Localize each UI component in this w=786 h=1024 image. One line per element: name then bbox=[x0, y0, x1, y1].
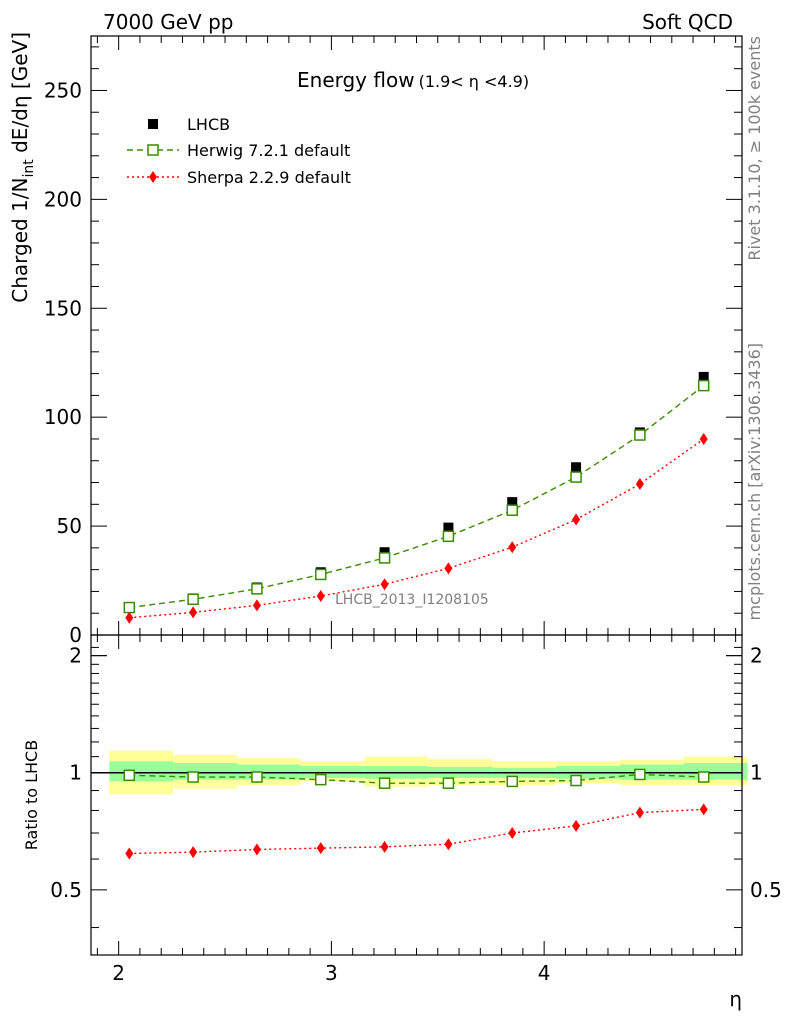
main-lhcb-point bbox=[443, 522, 454, 533]
main-lhcb-point bbox=[698, 371, 709, 382]
ratio-panel-axes: 2 3 4 0.5 0.5 1 1 2 2 bbox=[50, 634, 782, 985]
ratio-y-axis-title: Ratio to LHCB bbox=[22, 740, 41, 850]
ratio-herwig-point bbox=[570, 774, 582, 787]
y-tick-label: 50 bbox=[57, 514, 82, 538]
ratio-sherpa-point bbox=[635, 806, 644, 819]
y-tick-label: 150 bbox=[44, 296, 82, 320]
ratio-herwig-point bbox=[442, 777, 455, 789]
ratio-herwig-point bbox=[378, 777, 391, 789]
x-axis-title: η bbox=[729, 987, 742, 1011]
main-lhcb-point bbox=[571, 462, 582, 473]
ratio-sherpa-point bbox=[699, 803, 708, 816]
ratio-sherpa-line bbox=[129, 808, 704, 855]
main-herwig-point bbox=[378, 552, 391, 564]
ratio-sherpa-point bbox=[316, 842, 325, 855]
main-sherpa-point bbox=[508, 541, 517, 554]
y-tick-label: 0 bbox=[69, 623, 82, 647]
x-tick-label: 2 bbox=[112, 961, 125, 985]
ratio-sherpa-point bbox=[508, 827, 517, 840]
x-tick-label: 3 bbox=[325, 961, 338, 985]
main-herwig-point bbox=[251, 583, 263, 595]
main-sherpa-point bbox=[635, 478, 644, 491]
inner-band-bin bbox=[109, 761, 174, 782]
main-sherpa-point bbox=[189, 606, 198, 619]
main-sherpa-point bbox=[316, 590, 325, 603]
legend-lhcb-label: LHCB bbox=[187, 115, 230, 134]
ratio-frame bbox=[90, 634, 743, 956]
main-lhcb-point bbox=[507, 497, 518, 508]
ratio-sherpa-point bbox=[189, 846, 198, 859]
main-herwig-point bbox=[506, 504, 518, 516]
main-herwig-point bbox=[315, 568, 327, 581]
rivet-label: Rivet 3.1.10, ≥ 100k events bbox=[745, 36, 764, 261]
main-sherpa-point bbox=[444, 562, 453, 575]
main-panel-axes: 0 50 100 150 200 250 bbox=[44, 35, 743, 647]
x-tick-label: 4 bbox=[538, 961, 551, 985]
y-tick-label: 250 bbox=[44, 78, 82, 102]
ratio-herwig-point bbox=[251, 771, 263, 783]
header-left: 7000 GeV pp bbox=[103, 10, 234, 34]
main-herwig-point bbox=[123, 601, 136, 614]
main-herwig-point bbox=[187, 593, 199, 606]
main-sherpa-point bbox=[572, 513, 581, 526]
plot-title: Energy flow (1.9< η <4.9) bbox=[297, 68, 529, 92]
main-sherpa-point bbox=[699, 432, 708, 445]
analysis-watermark: LHCB_2013_I1208105 bbox=[335, 592, 489, 608]
legend-herwig-marker bbox=[147, 144, 159, 156]
ratio-herwig-point bbox=[506, 775, 518, 788]
main-herwig-point bbox=[697, 379, 710, 392]
main-sherpa-point bbox=[125, 611, 134, 624]
ratio-herwig-line bbox=[129, 773, 704, 784]
main-sherpa-point bbox=[252, 599, 261, 612]
main-y-axis-title: Charged 1/Nint dE/dη [GeV] bbox=[8, 32, 37, 303]
main-herwig-point bbox=[570, 471, 582, 483]
main-sherpa-point bbox=[380, 578, 389, 591]
ratio-panel-series bbox=[123, 768, 710, 860]
main-herwig-line bbox=[129, 385, 705, 609]
main-herwig-point bbox=[442, 530, 455, 543]
mcplots-label: mcplots.cern.ch [arXiv:1306.3436] bbox=[745, 343, 764, 620]
ratio-sherpa-point bbox=[380, 840, 389, 853]
ratio-sherpa-point bbox=[572, 819, 581, 832]
y-tick-label: 200 bbox=[44, 187, 82, 211]
ratio-y-tick-label-right: 0.5 bbox=[750, 878, 782, 902]
ratio-sherpa-point bbox=[444, 838, 453, 851]
main-herwig-point bbox=[634, 429, 646, 441]
ratio-sherpa-point bbox=[252, 843, 261, 856]
main-panel-series bbox=[123, 371, 710, 624]
ratio-y-tick-label: 0.5 bbox=[50, 878, 82, 902]
legend: LHCB Herwig 7.2.1 default Sherpa 2.2.9 def… bbox=[127, 115, 351, 187]
legend-lhcb-marker bbox=[148, 119, 158, 129]
legend-sherpa-marker bbox=[149, 171, 157, 183]
ratio-y-tick-label: 1 bbox=[69, 761, 82, 785]
header-right: Soft QCD bbox=[642, 10, 733, 34]
legend-sherpa-label: Sherpa 2.2.9 default bbox=[187, 168, 351, 187]
main-sherpa-line bbox=[129, 438, 705, 619]
ratio-herwig-point bbox=[315, 773, 327, 786]
ratio-herwig-point bbox=[634, 768, 646, 781]
ratio-herwig-point bbox=[187, 771, 199, 783]
ratio-y-tick-label-right: 2 bbox=[750, 644, 763, 668]
ratio-herwig-point bbox=[697, 771, 710, 783]
ratio-herwig-point bbox=[123, 769, 136, 782]
ratio-y-tick-label: 2 bbox=[69, 644, 82, 668]
legend-herwig-label: Herwig 7.2.1 default bbox=[187, 141, 350, 160]
ratio-sherpa-point bbox=[125, 847, 134, 860]
ratio-y-tick-label-right: 1 bbox=[750, 761, 763, 785]
y-tick-label: 100 bbox=[44, 405, 82, 429]
